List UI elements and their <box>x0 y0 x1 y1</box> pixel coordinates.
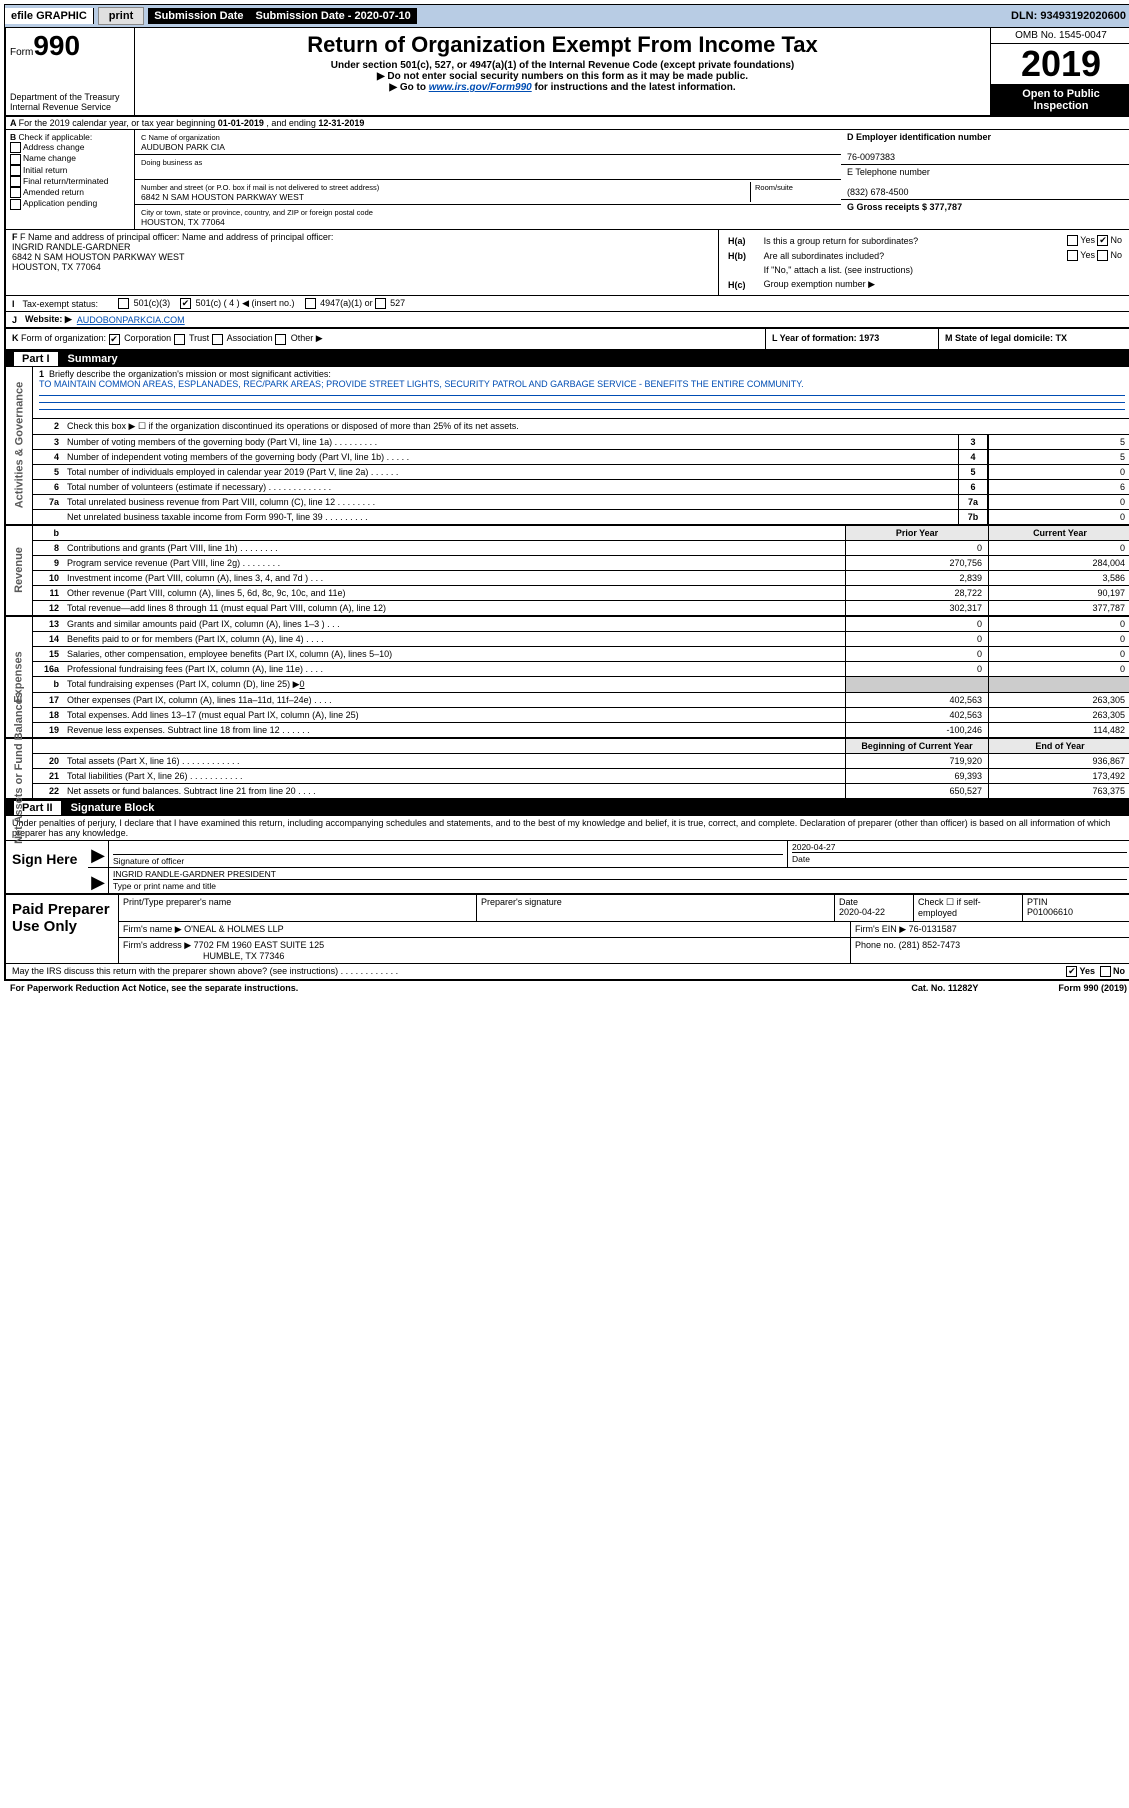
website-row: JWebsite: ▶ AUDOBONPARKCIA.COM <box>4 312 1129 329</box>
form-header: Form990 Department of the Treasury Inter… <box>4 28 1129 117</box>
q1-label: Briefly describe the organization's miss… <box>49 369 331 379</box>
sign-here-label: Sign Here <box>6 841 88 893</box>
ein: 76-0097383 <box>847 152 895 162</box>
efile-label: efile GRAPHIC <box>5 8 94 24</box>
state-domicile: M State of legal domicile: TX <box>945 333 1067 343</box>
paid-preparer-label: Paid Preparer Use Only <box>6 895 119 963</box>
chk-final[interactable]: Final return/terminated <box>10 176 130 187</box>
chk-amended[interactable]: Amended return <box>10 187 130 198</box>
submission-date-full: Submission Date - 2020-07-10 <box>250 8 417 24</box>
subtitle-1: Under section 501(c), 527, or 4947(a)(1)… <box>141 60 984 71</box>
org-city: HOUSTON, TX 77064 <box>141 217 225 227</box>
subtitle-2: ▶ Do not enter social security numbers o… <box>141 71 984 82</box>
section-b-to-g: B Check if applicable: Address change Na… <box>4 130 1129 230</box>
part1-header: Part ISummary <box>4 351 1129 367</box>
discuss-row: May the IRS discuss this return with the… <box>4 964 1129 981</box>
g-label: G Gross receipts $ 377,787 <box>847 202 962 212</box>
print-button[interactable]: print <box>98 7 144 25</box>
officer-city: HOUSTON, TX 77064 <box>12 262 101 272</box>
officer-addr: 6842 N SAM HOUSTON PARKWAY WEST <box>12 252 185 262</box>
expenses-section: Expenses 13Grants and similar amounts pa… <box>4 617 1129 739</box>
page-footer: For Paperwork Reduction Act Notice, see … <box>4 981 1129 995</box>
chk-name[interactable]: Name change <box>10 153 130 164</box>
e-label: E Telephone number <box>847 167 930 177</box>
sig-date: 2020-04-27 <box>792 842 1127 852</box>
website-link[interactable]: AUDOBONPARKCIA.COM <box>77 315 185 325</box>
room-label: Room/suite <box>755 183 793 192</box>
q2: Check this box ▶ ☐ if the organization d… <box>63 419 1129 434</box>
officer-name-title: INGRID RANDLE-GARDNER PRESIDENT <box>113 869 1127 879</box>
phone: (832) 678-4500 <box>847 187 909 197</box>
netassets-section: Net Assets or Fund Balances Beginning of… <box>4 739 1129 800</box>
activities-label: Activities & Governance <box>13 382 25 509</box>
top-bar: efile GRAPHIC print Submission Date Subm… <box>4 4 1129 28</box>
f-label: F Name and address of principal officer: <box>20 232 179 242</box>
revenue-section: Revenue bPrior YearCurrent Year 8Contrib… <box>4 526 1129 617</box>
open-inspection: Open to PublicInspection <box>991 85 1129 115</box>
tax-year: 2019 <box>991 44 1129 85</box>
form-number: Form990 <box>10 30 130 62</box>
irs-label: Internal Revenue Service <box>10 102 130 112</box>
revenue-label: Revenue <box>13 547 25 593</box>
date-label: Date <box>792 852 1127 864</box>
activities-section: Activities & Governance 1 Briefly descri… <box>4 367 1129 526</box>
dba-label: Doing business as <box>141 158 202 167</box>
b-label: B Check if applicable: <box>10 132 130 142</box>
d-label: D Employer identification number <box>847 132 991 142</box>
chk-initial[interactable]: Initial return <box>10 165 130 176</box>
org-name: AUDUBON PARK CIA <box>141 142 225 152</box>
sig-officer-label: Signature of officer <box>113 854 783 866</box>
dln: DLN: 93493192020600 <box>1005 8 1129 24</box>
part2-header: Part IISignature Block <box>4 800 1129 816</box>
subtitle-3: ▶ Go to www.irs.gov/Form990 for instruct… <box>141 82 984 93</box>
sign-here-block: Sign Here ▶ Signature of officer 2020-04… <box>4 841 1129 895</box>
city-label: City or town, state or province, country… <box>141 208 373 217</box>
year-formation: L Year of formation: 1973 <box>772 333 879 343</box>
declaration: Under penalties of perjury, I declare th… <box>4 816 1129 841</box>
mission-text: TO MAINTAIN COMMON AREAS, ESPLANADES, RE… <box>39 379 804 389</box>
chk-pending[interactable]: Application pending <box>10 198 130 209</box>
org-address: 6842 N SAM HOUSTON PARKWAY WEST <box>141 192 304 202</box>
form-title: Return of Organization Exempt From Incom… <box>141 32 984 58</box>
dept-label: Department of the Treasury <box>10 92 130 102</box>
type-label: Type or print name and title <box>113 879 1127 891</box>
hb-note: If "No," attach a list. (see instruction… <box>763 264 1123 276</box>
row-klm: K Form of organization: ✔ Corporation Tr… <box>4 329 1129 350</box>
row-a-tax-year: A A For the 2019 calendar year, or tax y… <box>4 117 1129 130</box>
tax-exempt-row: ITax-exempt status: 501(c)(3) ✔ 501(c) (… <box>4 296 1129 312</box>
submission-date-label: Submission Date <box>148 8 249 24</box>
addr-label: Number and street (or P.O. box if mail i… <box>141 183 379 192</box>
preparer-block: Paid Preparer Use Only Print/Type prepar… <box>4 895 1129 964</box>
arrow-icon: ▶ <box>88 868 108 893</box>
h-table: H(a)Is this a group return for subordina… <box>725 232 1125 293</box>
irs-link[interactable]: www.irs.gov/Form990 <box>429 82 532 93</box>
arrow-icon: ▶ <box>88 841 108 867</box>
omb-number: OMB No. 1545-0047 <box>991 28 1129 44</box>
officer-name: INGRID RANDLE-GARDNER <box>12 242 131 252</box>
section-f-h: F F Name and address of principal office… <box>4 230 1129 296</box>
netassets-label: Net Assets or Fund Balances <box>13 692 25 844</box>
chk-address[interactable]: Address change <box>10 142 130 153</box>
c-label: C Name of organization <box>141 133 220 142</box>
